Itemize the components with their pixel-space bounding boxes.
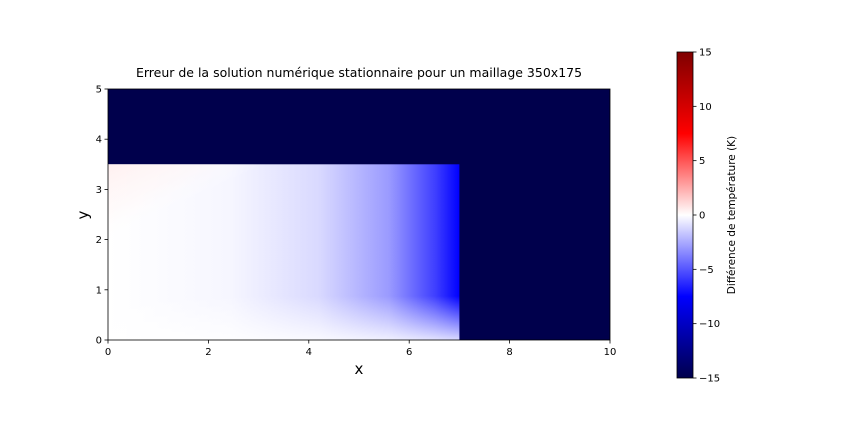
- colorbar-tick-label: −5: [699, 265, 714, 276]
- colorbar-tick-label: −10: [699, 319, 720, 330]
- plot-area: [107, 88, 611, 341]
- y-tick-label: 4: [96, 135, 102, 146]
- x-axis-label: x: [355, 360, 364, 378]
- colorbar-tick-label: 5: [699, 156, 705, 167]
- y-tick-label: 3: [96, 185, 102, 196]
- colorbar-tick-label: 10: [699, 102, 712, 113]
- x-tick-label: 8: [506, 347, 512, 358]
- x-tick-label: 2: [205, 347, 211, 358]
- y-axis: 0 1 2 3 4 5: [96, 85, 108, 347]
- x-axis: 0 2 4 6 8 10: [105, 340, 617, 358]
- y-axis-label: y: [74, 210, 92, 219]
- colorbar-tick-label: −15: [699, 374, 720, 385]
- y-tick-label: 5: [96, 85, 102, 96]
- plot-frame: [107, 88, 611, 341]
- y-tick-label: 1: [96, 285, 102, 296]
- colorbar: 15 10 5 0 −5 −10 −15: [676, 48, 720, 385]
- heatmap-region-warm-shade: [108, 164, 267, 244]
- colorbar-gradient: [677, 52, 693, 378]
- colorbar-label: Différence de température (K): [726, 136, 738, 294]
- x-tick-label: 0: [105, 347, 111, 358]
- x-tick-label: 10: [604, 347, 617, 358]
- y-tick-label: 0: [96, 336, 102, 347]
- y-tick-label: 2: [96, 235, 102, 246]
- colorbar-tick-label: 0: [699, 211, 705, 222]
- x-tick-label: 4: [306, 347, 312, 358]
- chart-title: Erreur de la solution numérique stationn…: [136, 65, 582, 80]
- x-tick-label: 6: [406, 347, 412, 358]
- colorbar-tick-label: 15: [699, 48, 712, 59]
